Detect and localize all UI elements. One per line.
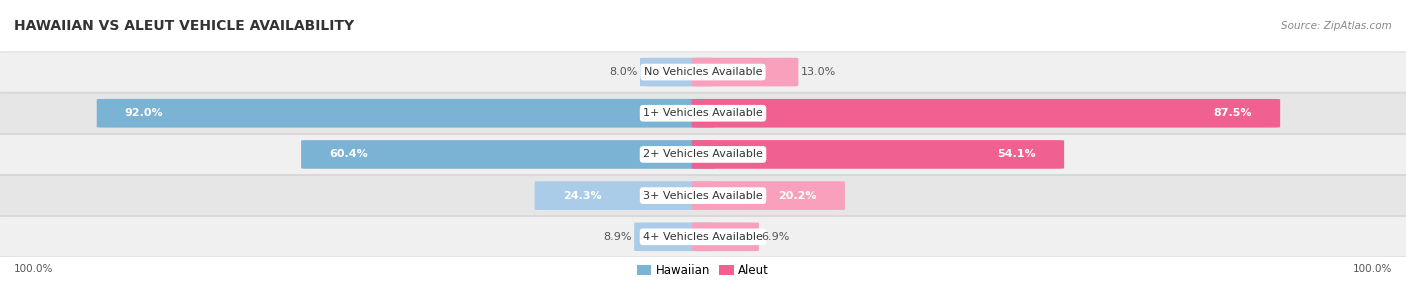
Text: 87.5%: 87.5% xyxy=(1213,108,1251,118)
Text: Source: ZipAtlas.com: Source: ZipAtlas.com xyxy=(1281,21,1392,31)
Text: HAWAIIAN VS ALEUT VEHICLE AVAILABILITY: HAWAIIAN VS ALEUT VEHICLE AVAILABILITY xyxy=(14,19,354,33)
Text: 8.9%: 8.9% xyxy=(603,232,631,242)
Text: 8.0%: 8.0% xyxy=(609,67,637,77)
FancyBboxPatch shape xyxy=(692,99,1281,128)
FancyBboxPatch shape xyxy=(0,52,1406,92)
FancyBboxPatch shape xyxy=(634,223,714,251)
Text: 2+ Vehicles Available: 2+ Vehicles Available xyxy=(643,150,763,159)
Text: 54.1%: 54.1% xyxy=(997,150,1036,159)
Text: 6.9%: 6.9% xyxy=(762,232,790,242)
Text: No Vehicles Available: No Vehicles Available xyxy=(644,67,762,77)
FancyBboxPatch shape xyxy=(692,181,845,210)
Text: 24.3%: 24.3% xyxy=(562,191,602,200)
FancyBboxPatch shape xyxy=(692,58,799,86)
FancyBboxPatch shape xyxy=(0,217,1406,257)
Text: 4+ Vehicles Available: 4+ Vehicles Available xyxy=(643,232,763,242)
FancyBboxPatch shape xyxy=(640,58,714,86)
Text: 13.0%: 13.0% xyxy=(801,67,837,77)
Text: 20.2%: 20.2% xyxy=(779,191,817,200)
Text: 92.0%: 92.0% xyxy=(125,108,163,118)
Text: 60.4%: 60.4% xyxy=(329,150,368,159)
FancyBboxPatch shape xyxy=(0,93,1406,134)
FancyBboxPatch shape xyxy=(692,223,759,251)
FancyBboxPatch shape xyxy=(0,134,1406,175)
FancyBboxPatch shape xyxy=(692,140,1064,169)
FancyBboxPatch shape xyxy=(534,181,714,210)
FancyBboxPatch shape xyxy=(97,99,714,128)
Text: 1+ Vehicles Available: 1+ Vehicles Available xyxy=(643,108,763,118)
FancyBboxPatch shape xyxy=(301,140,714,169)
Text: 3+ Vehicles Available: 3+ Vehicles Available xyxy=(643,191,763,200)
Text: 100.0%: 100.0% xyxy=(14,264,53,274)
Legend: Hawaiian, Aleut: Hawaiian, Aleut xyxy=(633,259,773,281)
FancyBboxPatch shape xyxy=(0,175,1406,216)
Text: 100.0%: 100.0% xyxy=(1353,264,1392,274)
